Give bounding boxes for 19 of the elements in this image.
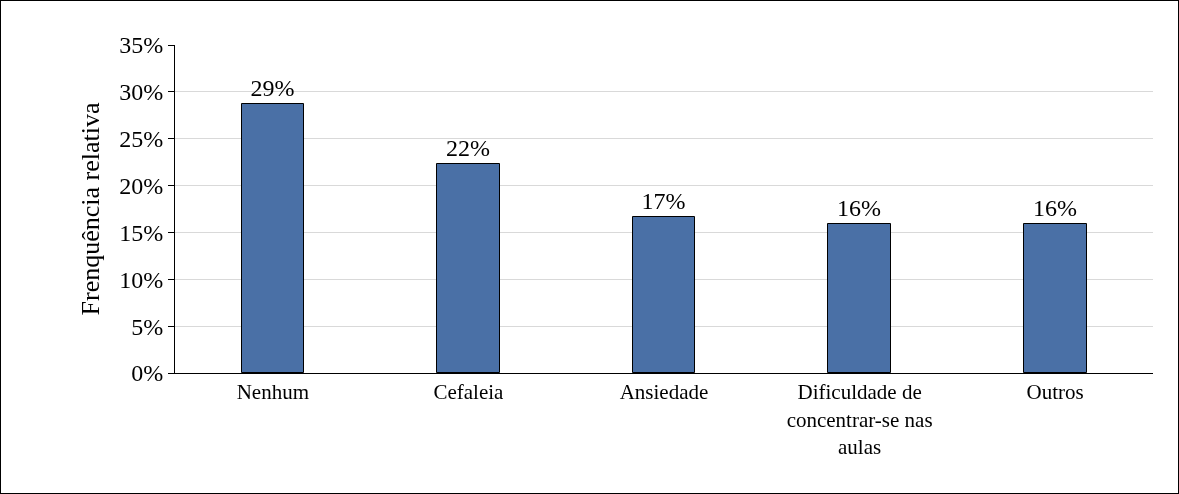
y-tick-label: 25% <box>119 126 164 153</box>
x-tick-label: Outros <box>1026 380 1084 405</box>
y-tick-label: 15% <box>119 219 164 246</box>
y-tick-label: 20% <box>119 172 164 199</box>
data-label: 29% <box>250 74 295 101</box>
y-tick-label: 10% <box>119 266 164 293</box>
data-label: 17% <box>641 187 686 214</box>
data-label: 22% <box>446 134 490 161</box>
x-tick-label: Nenhum <box>236 380 309 405</box>
y-tick-label: 5% <box>131 313 164 340</box>
y-tick-label: 35% <box>119 32 164 59</box>
x-tick-label: Ansiedade <box>619 380 709 405</box>
x-tick-label: Dificuldade de concentrar-se nas aulas <box>786 380 933 459</box>
y-tick-label: 30% <box>119 79 164 106</box>
data-label: 16% <box>1033 194 1077 221</box>
data-label: 16% <box>837 194 881 221</box>
y-tick-label: 0% <box>131 360 164 387</box>
x-tick-label: Cefaleia <box>433 380 505 405</box>
y-axis-title: Frenquência relativa <box>75 102 105 316</box>
